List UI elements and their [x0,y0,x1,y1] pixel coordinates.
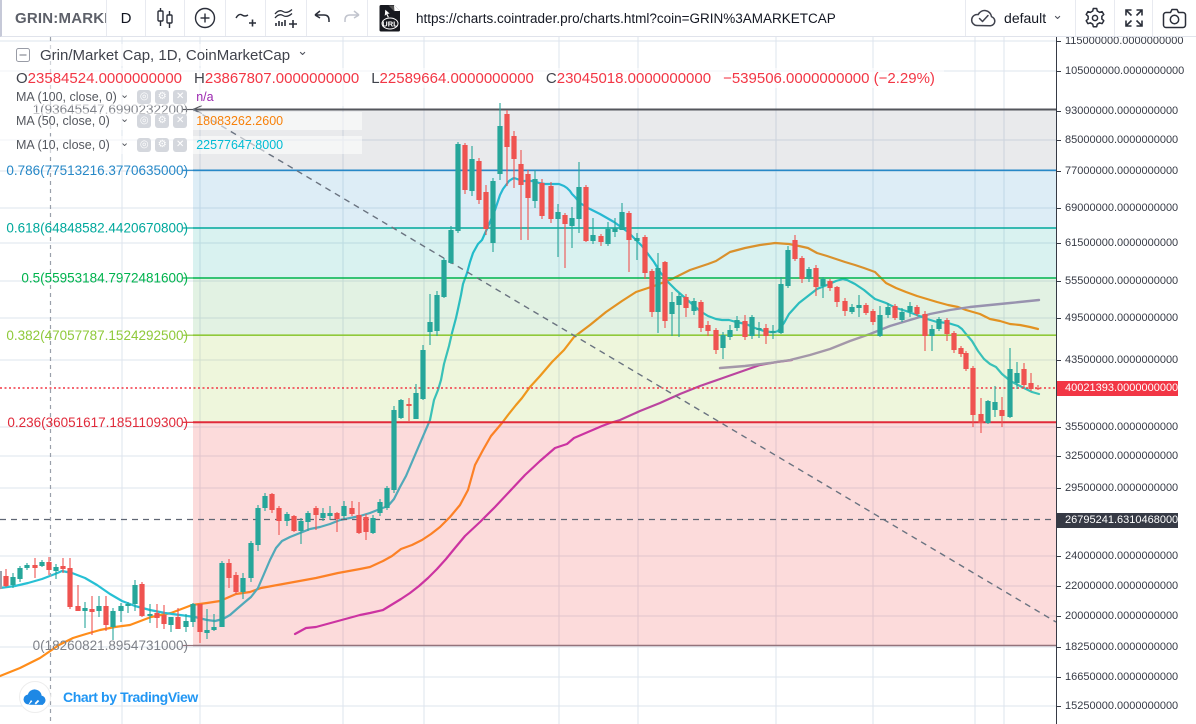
svg-text:0.236(36051617.1851109300): 0.236(36051617.1851109300) [7,415,188,430]
svg-text:0(18260821.8954731000): 0(18260821.8954731000) [33,638,188,653]
svg-text:0.382(47057787.1524292500): 0.382(47057787.1524292500) [6,328,188,343]
svg-text:0.5(55953184.7972481600): 0.5(55953184.7972481600) [21,271,188,286]
svg-text:0.618(64848582.4420670800): 0.618(64848582.4420670800) [6,221,188,236]
svg-text:URL: URL [382,19,398,28]
svg-text:0.786(77513216.3770635000): 0.786(77513216.3770635000) [6,163,188,178]
